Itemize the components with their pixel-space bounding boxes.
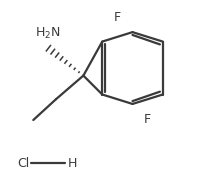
Text: Cl: Cl (18, 157, 30, 170)
Text: F: F (114, 11, 121, 23)
Text: H$_2$N: H$_2$N (35, 26, 60, 41)
Text: F: F (144, 113, 151, 125)
Text: H: H (67, 157, 77, 170)
